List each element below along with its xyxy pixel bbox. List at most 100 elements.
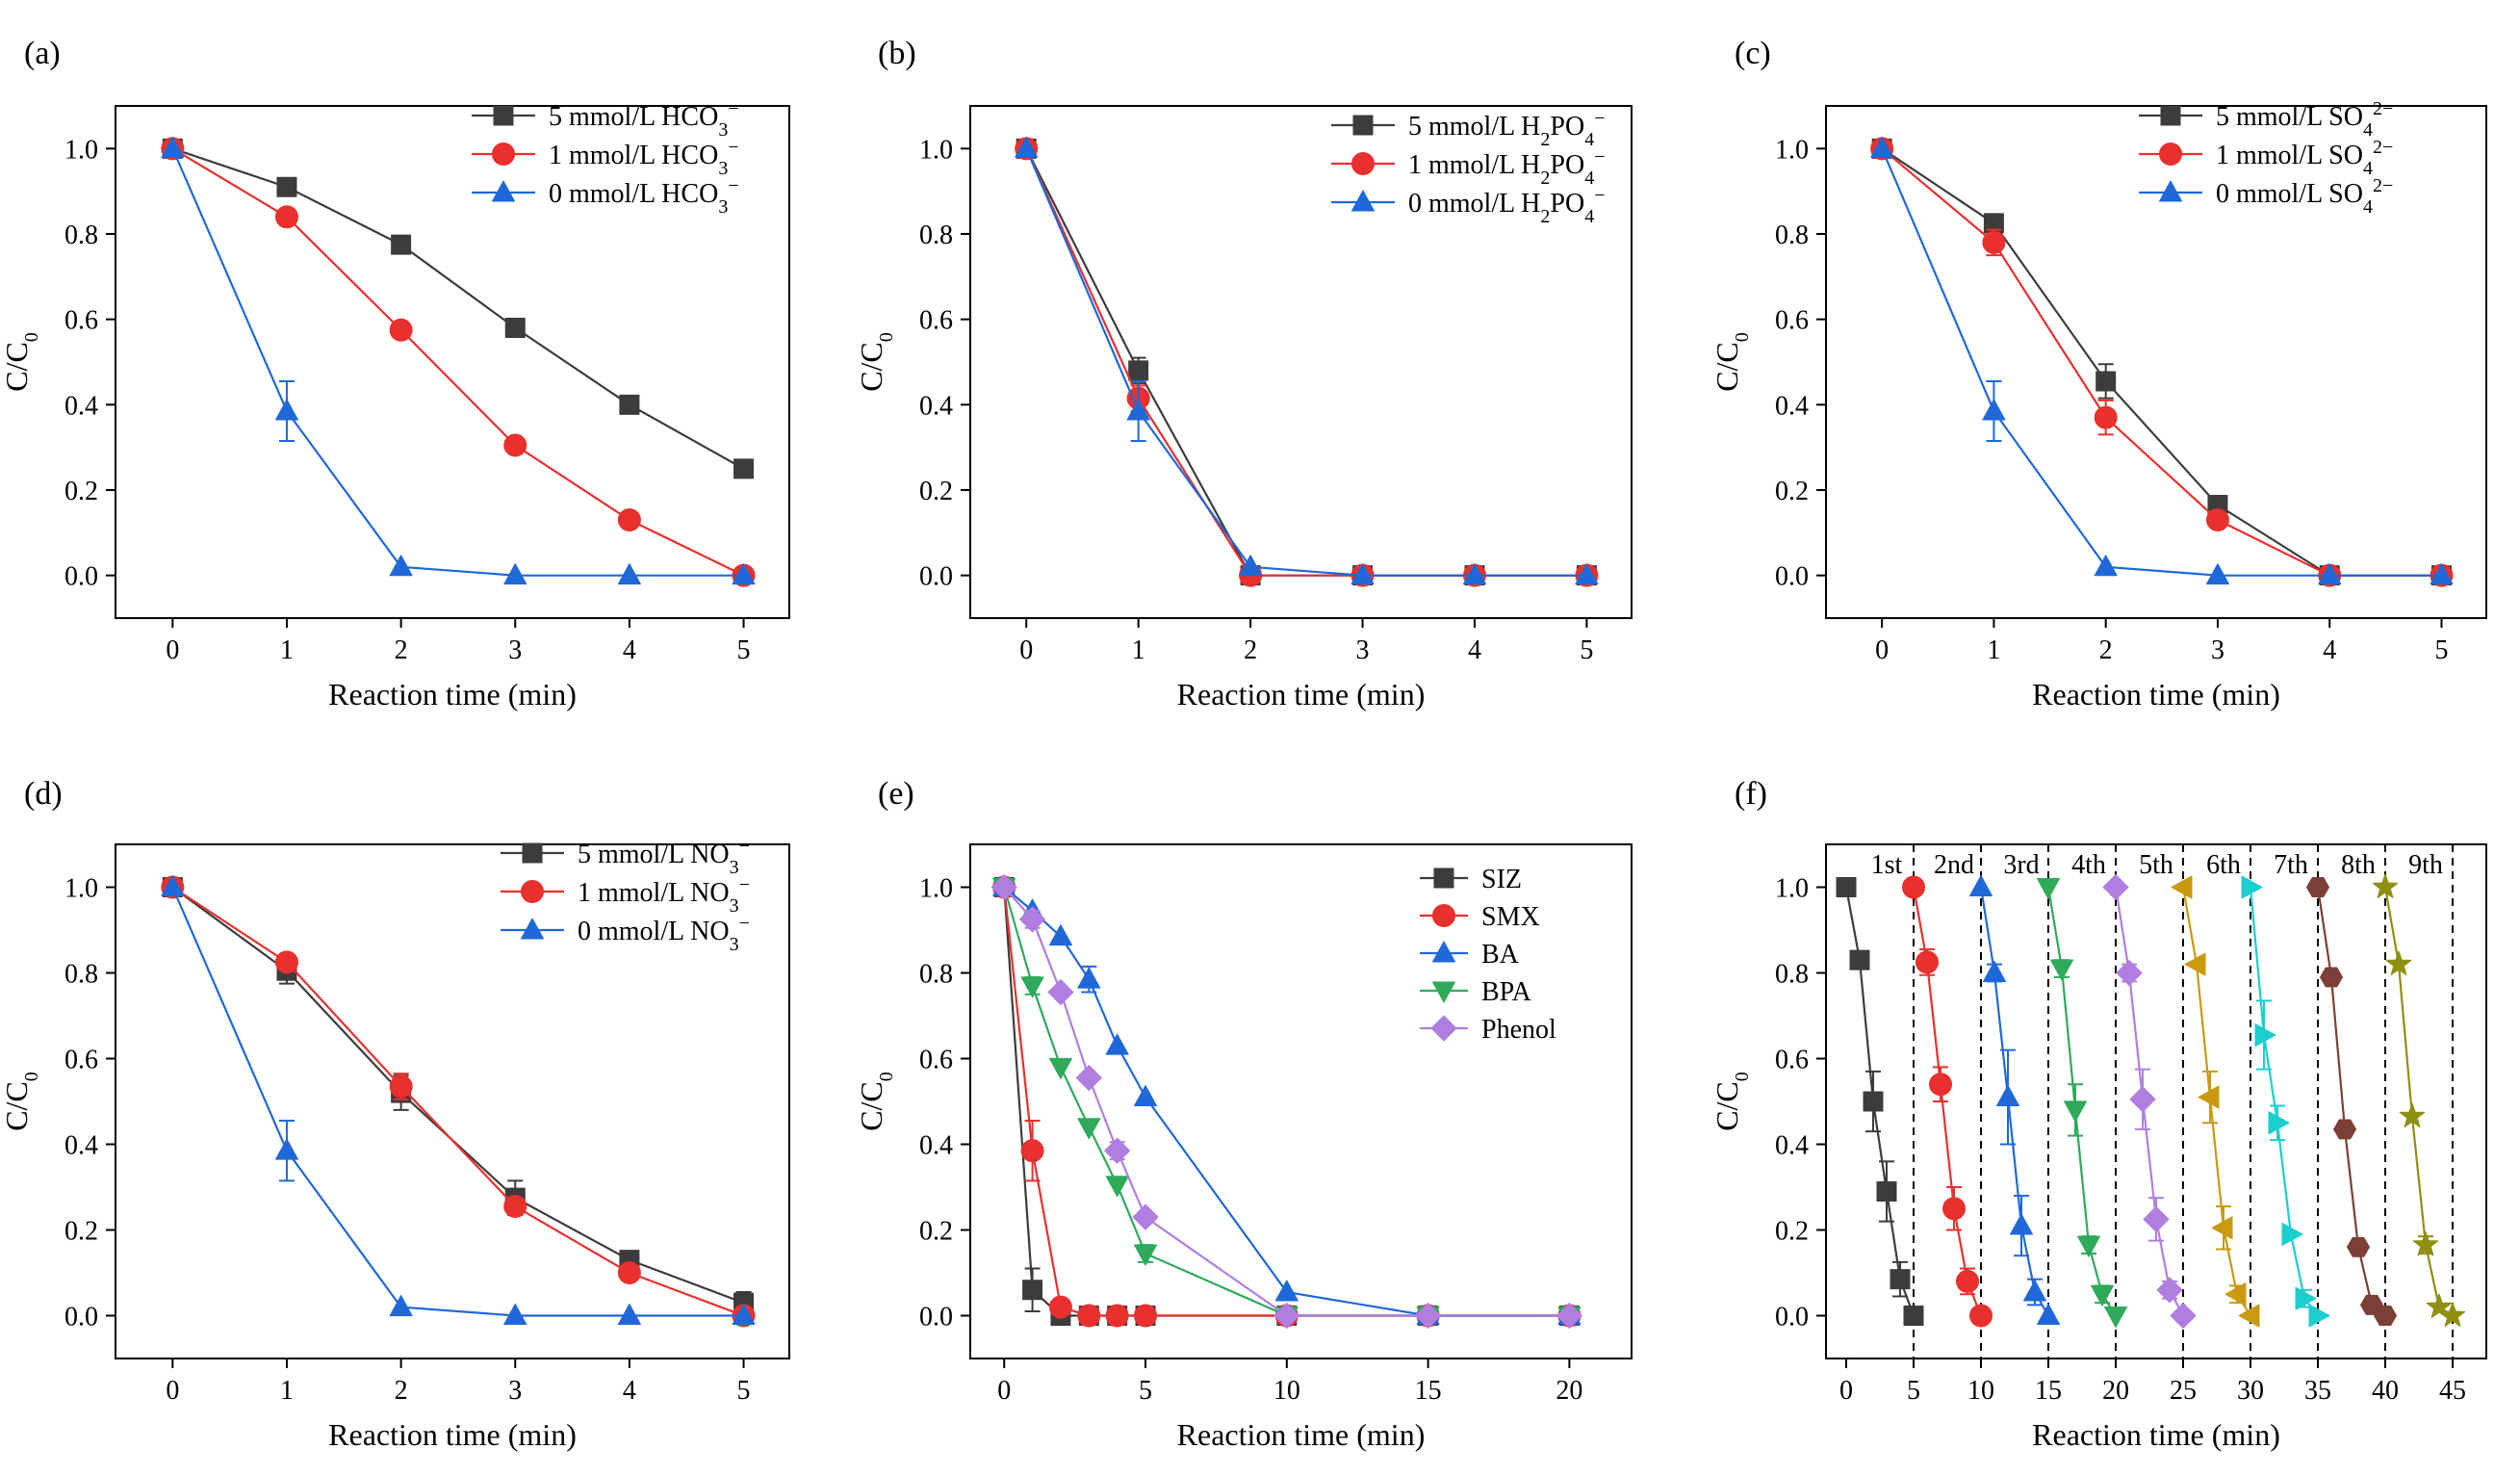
legend-marker bbox=[1351, 190, 1375, 212]
y-tick-label: 1.0 bbox=[64, 874, 98, 904]
panel-label: (e) bbox=[878, 776, 914, 812]
data-point bbox=[2412, 1231, 2439, 1256]
data-point bbox=[1350, 563, 1375, 585]
data-point bbox=[1916, 950, 1939, 974]
data-point bbox=[2102, 874, 2129, 900]
legend-marker bbox=[1432, 981, 1455, 1003]
plot-frame bbox=[115, 843, 790, 1359]
chart-panel-1: 0 1 2 3 4 5 0.0 0.2 0.4 0.6 0.8 1.0 Reaction time (m… bbox=[0, 36, 790, 712]
legend-entry: 1 mmol/L H2PO4− bbox=[1408, 146, 1605, 189]
data-point bbox=[389, 555, 413, 577]
legend-marker bbox=[2160, 105, 2181, 126]
x-axis-label: Reaction time (min) bbox=[2032, 677, 2280, 712]
x-tick-label: 3 bbox=[508, 635, 522, 665]
data-point bbox=[2205, 508, 2229, 532]
legend: 5 mmol/L HCO3−1 mmol/L HCO3−0 mmol/L HCO… bbox=[472, 98, 739, 218]
x-tick-label: 4 bbox=[623, 1376, 636, 1406]
data-point bbox=[617, 1261, 641, 1284]
series-line bbox=[171, 147, 744, 577]
series-6 bbox=[2171, 875, 2260, 1328]
data-point bbox=[2306, 877, 2329, 897]
data-point bbox=[1020, 1139, 1044, 1163]
y-tick-label: 0.0 bbox=[64, 1303, 98, 1333]
data-point bbox=[2318, 563, 2342, 585]
x-tick-label: 15 bbox=[2035, 1376, 2062, 1406]
series-2 bbox=[161, 137, 756, 587]
legend-marker bbox=[2159, 142, 2182, 166]
data-point bbox=[1075, 1065, 1102, 1092]
series-line bbox=[171, 886, 744, 1317]
chart-panel-5: 0 5 10 15 20 0.0 0.2 0.4 0.6 0.8 1.0 Reaction time … bbox=[854, 776, 1633, 1452]
data-point bbox=[1902, 875, 1925, 899]
legend-marker bbox=[521, 880, 544, 903]
chart-panel-3: 0 1 2 3 4 5 0.0 0.2 0.4 0.6 0.8 1.0 Reaction time (m… bbox=[1710, 36, 2487, 712]
y-tick-label: 0.6 bbox=[64, 1046, 98, 1075]
cycle-label: 4th bbox=[2071, 850, 2106, 880]
data-point bbox=[732, 563, 756, 585]
panel-label: (c) bbox=[1735, 36, 1771, 71]
legend-entry: 0 mmol/L NO3− bbox=[578, 913, 750, 955]
legend-marker bbox=[2159, 180, 2182, 202]
x-tick-label: 10 bbox=[1967, 1376, 1994, 1406]
series-line bbox=[1881, 147, 2442, 577]
x-tick-label: 0 bbox=[997, 1376, 1011, 1406]
x-tick-label: 4 bbox=[2323, 635, 2336, 665]
data-point bbox=[1876, 1180, 1897, 1202]
x-tick-label: 1 bbox=[280, 635, 294, 665]
data-point bbox=[389, 1295, 413, 1317]
chart-panel-6: 0 5 10 15 20 25 30 35 40 45 0.0 0.2 0.4 0.6 0.8 1.0 Reac… bbox=[1710, 776, 2487, 1452]
y-tick-label: 0.6 bbox=[1775, 1046, 1809, 1075]
cycle-label: 1st bbox=[1871, 850, 1903, 880]
y-tick-label: 0.2 bbox=[1775, 1217, 1809, 1247]
series-line bbox=[171, 887, 744, 1317]
data-point bbox=[1462, 563, 1486, 585]
data-point bbox=[619, 394, 640, 415]
x-tick-label: 0 bbox=[1875, 635, 1889, 665]
y-tick-label: 0.6 bbox=[919, 1046, 953, 1075]
data-point bbox=[1134, 1244, 1158, 1266]
legend-entry: 0 mmol/L H2PO4− bbox=[1408, 185, 1605, 227]
x-tick-label: 5 bbox=[1580, 635, 1593, 665]
data-point bbox=[1048, 1295, 1072, 1319]
data-point bbox=[503, 563, 527, 585]
data-point bbox=[504, 318, 526, 339]
y-axis-label: C/C0 bbox=[854, 1072, 897, 1131]
data-point bbox=[1077, 1304, 1101, 1328]
y-tick-label: 1.0 bbox=[1775, 874, 1809, 904]
y-tick-label: 1.0 bbox=[1775, 135, 1809, 165]
data-point bbox=[733, 458, 755, 479]
y-tick-label: 0.4 bbox=[919, 391, 953, 421]
x-tick-label: 5 bbox=[1139, 1376, 1152, 1406]
data-point bbox=[274, 1138, 298, 1160]
data-point bbox=[1126, 399, 1150, 421]
data-point bbox=[2347, 1236, 2370, 1257]
data-point bbox=[1077, 1118, 1101, 1140]
data-point bbox=[1929, 1073, 1952, 1097]
legend-marker bbox=[1432, 941, 1455, 963]
data-point bbox=[2295, 1286, 2317, 1310]
data-point bbox=[2096, 371, 2117, 392]
legend-entry: Phenol bbox=[1481, 1015, 1556, 1045]
panel-label: (d) bbox=[24, 776, 63, 812]
cycle-label: 2nd bbox=[1934, 850, 1974, 880]
y-tick-label: 0.4 bbox=[64, 391, 98, 421]
data-point bbox=[503, 1304, 527, 1325]
data-point bbox=[2037, 878, 2060, 899]
data-point bbox=[1969, 1304, 1993, 1328]
y-tick-label: 0.4 bbox=[1775, 391, 1809, 421]
x-tick-label: 3 bbox=[1356, 635, 1370, 665]
x-axis-label: Reaction time (min) bbox=[2032, 1417, 2280, 1452]
data-point bbox=[1863, 1091, 1884, 1112]
x-tick-label: 5 bbox=[737, 635, 751, 665]
legend-entry: 1 mmol/L SO42− bbox=[2216, 137, 2393, 179]
data-point bbox=[990, 874, 1017, 900]
legend-entry: SMX bbox=[1481, 902, 1540, 932]
data-point bbox=[1105, 1033, 1129, 1055]
legend-marker bbox=[493, 105, 514, 126]
y-tick-label: 1.0 bbox=[919, 135, 953, 165]
data-point bbox=[1983, 961, 2006, 982]
data-point bbox=[2091, 1284, 2114, 1307]
x-tick-label: 30 bbox=[2237, 1376, 2264, 1406]
data-point bbox=[2374, 1306, 2397, 1326]
